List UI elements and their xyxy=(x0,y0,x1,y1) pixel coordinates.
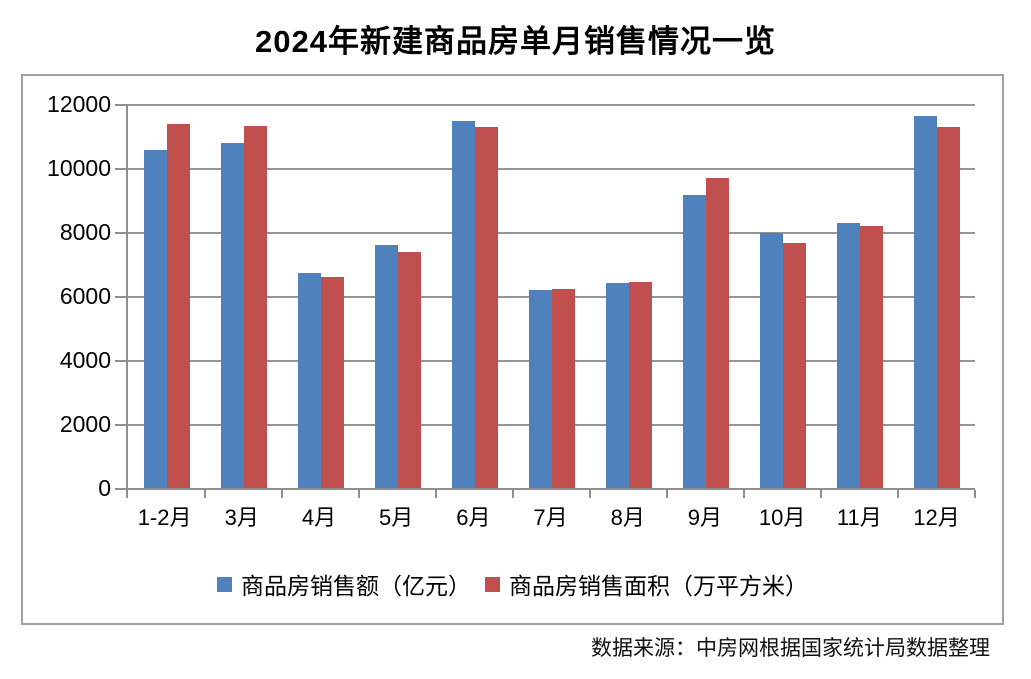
bar-groups xyxy=(128,104,975,488)
x-axis-tick-4 xyxy=(435,490,437,498)
y-axis-tick-label-8000: 8000 xyxy=(59,219,111,245)
plot-area xyxy=(115,104,976,498)
x-axis-label-8月: 8月 xyxy=(610,505,645,530)
bar-group-5月 xyxy=(359,104,436,488)
bar-group-6月 xyxy=(436,104,513,488)
bar-商品房销售额（亿元）-1-2月 xyxy=(143,149,167,488)
gridline-8000 xyxy=(128,232,975,234)
legend-swatch-2 xyxy=(485,576,500,592)
legend-item-1: 商品房销售额（亿元） xyxy=(217,567,471,601)
bar-group-12月 xyxy=(898,104,975,488)
bar-商品房销售面积（万平方米）-7月 xyxy=(551,288,575,488)
bar-商品房销售额（亿元）-10月 xyxy=(759,232,783,488)
legend-swatch-1 xyxy=(217,576,232,592)
bar-商品房销售额（亿元）-8月 xyxy=(605,283,629,488)
bar-group-8月 xyxy=(590,104,667,488)
y-axis-tick-10000 xyxy=(115,168,128,170)
chart-legend: 商品房销售额（亿元） 商品房销售面积（万平方米） xyxy=(23,567,1002,601)
bar-商品房销售面积（万平方米）-6月 xyxy=(474,127,498,488)
bar-商品房销售额（亿元）-7月 xyxy=(528,289,552,488)
x-axis-label-5月: 5月 xyxy=(379,505,414,530)
legend-item-2: 商品房销售面积（万平方米） xyxy=(485,567,808,601)
bar-商品房销售额（亿元）-6月 xyxy=(451,121,475,488)
bar-group-10月 xyxy=(744,104,821,488)
y-axis-tick-labels: 0 2000 4000 6000 8000 10000 12000 xyxy=(23,91,111,501)
x-axis-label-9月: 9月 xyxy=(687,505,723,530)
x-axis-label-10月: 10月 xyxy=(758,505,806,530)
chart-frame: 0 2000 4000 6000 8000 10000 12000 1-2月 3月 4月 5月 6月… xyxy=(21,74,1004,625)
y-axis-tick-label-4000: 4000 xyxy=(59,347,111,373)
gridline-10000 xyxy=(128,168,975,170)
chart-title: 2024年新建商品房单月销售情况一览 xyxy=(255,24,776,59)
x-axis-labels: 1-2月 3月 4月 5月 6月 7月 8月 9月 10月 11月 12月 xyxy=(126,500,975,532)
x-axis-tick-11 xyxy=(974,490,976,498)
bar-商品房销售面积（万平方米）-10月 xyxy=(782,243,806,488)
y-axis-tick-4000 xyxy=(115,360,128,362)
bar-group-4月 xyxy=(282,104,359,488)
x-axis-label-7月: 7月 xyxy=(533,505,568,530)
x-axis-tick-2 xyxy=(281,490,283,498)
bar-商品房销售面积（万平方米）-4月 xyxy=(320,277,344,488)
x-axis-tick-5 xyxy=(512,490,514,498)
bar-group-7月 xyxy=(513,104,590,488)
source-note: 数据来源：中房网根据国家统计局数据整理 xyxy=(591,637,990,660)
y-axis-tick-6000 xyxy=(115,296,128,298)
bar-group-11月 xyxy=(821,104,898,488)
bar-商品房销售面积（万平方米）-9月 xyxy=(705,178,729,488)
bar-商品房销售额（亿元）-3月 xyxy=(220,142,244,488)
y-axis-tick-label-2000: 2000 xyxy=(59,411,111,437)
x-axis-tick-10 xyxy=(897,490,899,498)
bar-商品房销售额（亿元）-12月 xyxy=(913,116,937,488)
bar-group-3月 xyxy=(205,104,282,488)
x-axis-tick-3 xyxy=(358,490,360,498)
legend-label-2: 商品房销售面积（万平方米） xyxy=(509,573,808,599)
bar-商品房销售额（亿元）-11月 xyxy=(836,223,860,488)
bar-商品房销售额（亿元）-9月 xyxy=(682,194,706,488)
bar-商品房销售面积（万平方米）-5月 xyxy=(397,251,421,488)
bar-商品房销售面积（万平方米）-12月 xyxy=(936,127,960,488)
y-axis-tick-label-6000: 6000 xyxy=(59,283,111,309)
x-axis-tick-7 xyxy=(666,490,668,498)
x-axis-tick-0 xyxy=(126,490,128,498)
bar-商品房销售额（亿元）-5月 xyxy=(374,244,398,488)
bar-group-9月 xyxy=(667,104,744,488)
bar-group-1-2月 xyxy=(128,104,205,488)
x-axis-tick-9 xyxy=(820,490,822,498)
y-axis-tick-8000 xyxy=(115,232,128,234)
bar-商品房销售额（亿元）-4月 xyxy=(297,273,321,488)
bar-商品房销售面积（万平方米）-1-2月 xyxy=(166,124,190,488)
x-axis-tick-6 xyxy=(589,490,591,498)
y-axis-tick-2000 xyxy=(115,424,128,426)
y-axis-tick-label-12000: 12000 xyxy=(47,91,111,117)
y-axis-tick-label-10000: 10000 xyxy=(47,155,111,181)
y-axis-tick-0 xyxy=(115,488,128,490)
bar-商品房销售面积（万平方米）-3月 xyxy=(243,126,267,488)
x-axis-label-3月: 3月 xyxy=(224,505,259,530)
bar-商品房销售面积（万平方米）-8月 xyxy=(628,281,652,488)
x-axis-tick-1 xyxy=(204,490,206,498)
x-axis-label-4月: 4月 xyxy=(301,505,337,530)
x-axis-label-11月: 11月 xyxy=(836,505,882,530)
y-axis-tick-12000 xyxy=(115,104,128,106)
x-axis-label-12月: 12月 xyxy=(913,505,960,530)
x-axis-label-6月: 6月 xyxy=(456,505,491,530)
x-axis-tick-8 xyxy=(743,490,745,498)
bar-商品房销售面积（万平方米）-11月 xyxy=(859,225,883,488)
y-axis-tick-label-0: 0 xyxy=(98,475,111,501)
gridline-12000 xyxy=(128,104,975,106)
legend-label-1: 商品房销售额（亿元） xyxy=(241,573,471,599)
x-axis-label-1-2月: 1-2月 xyxy=(137,505,192,530)
